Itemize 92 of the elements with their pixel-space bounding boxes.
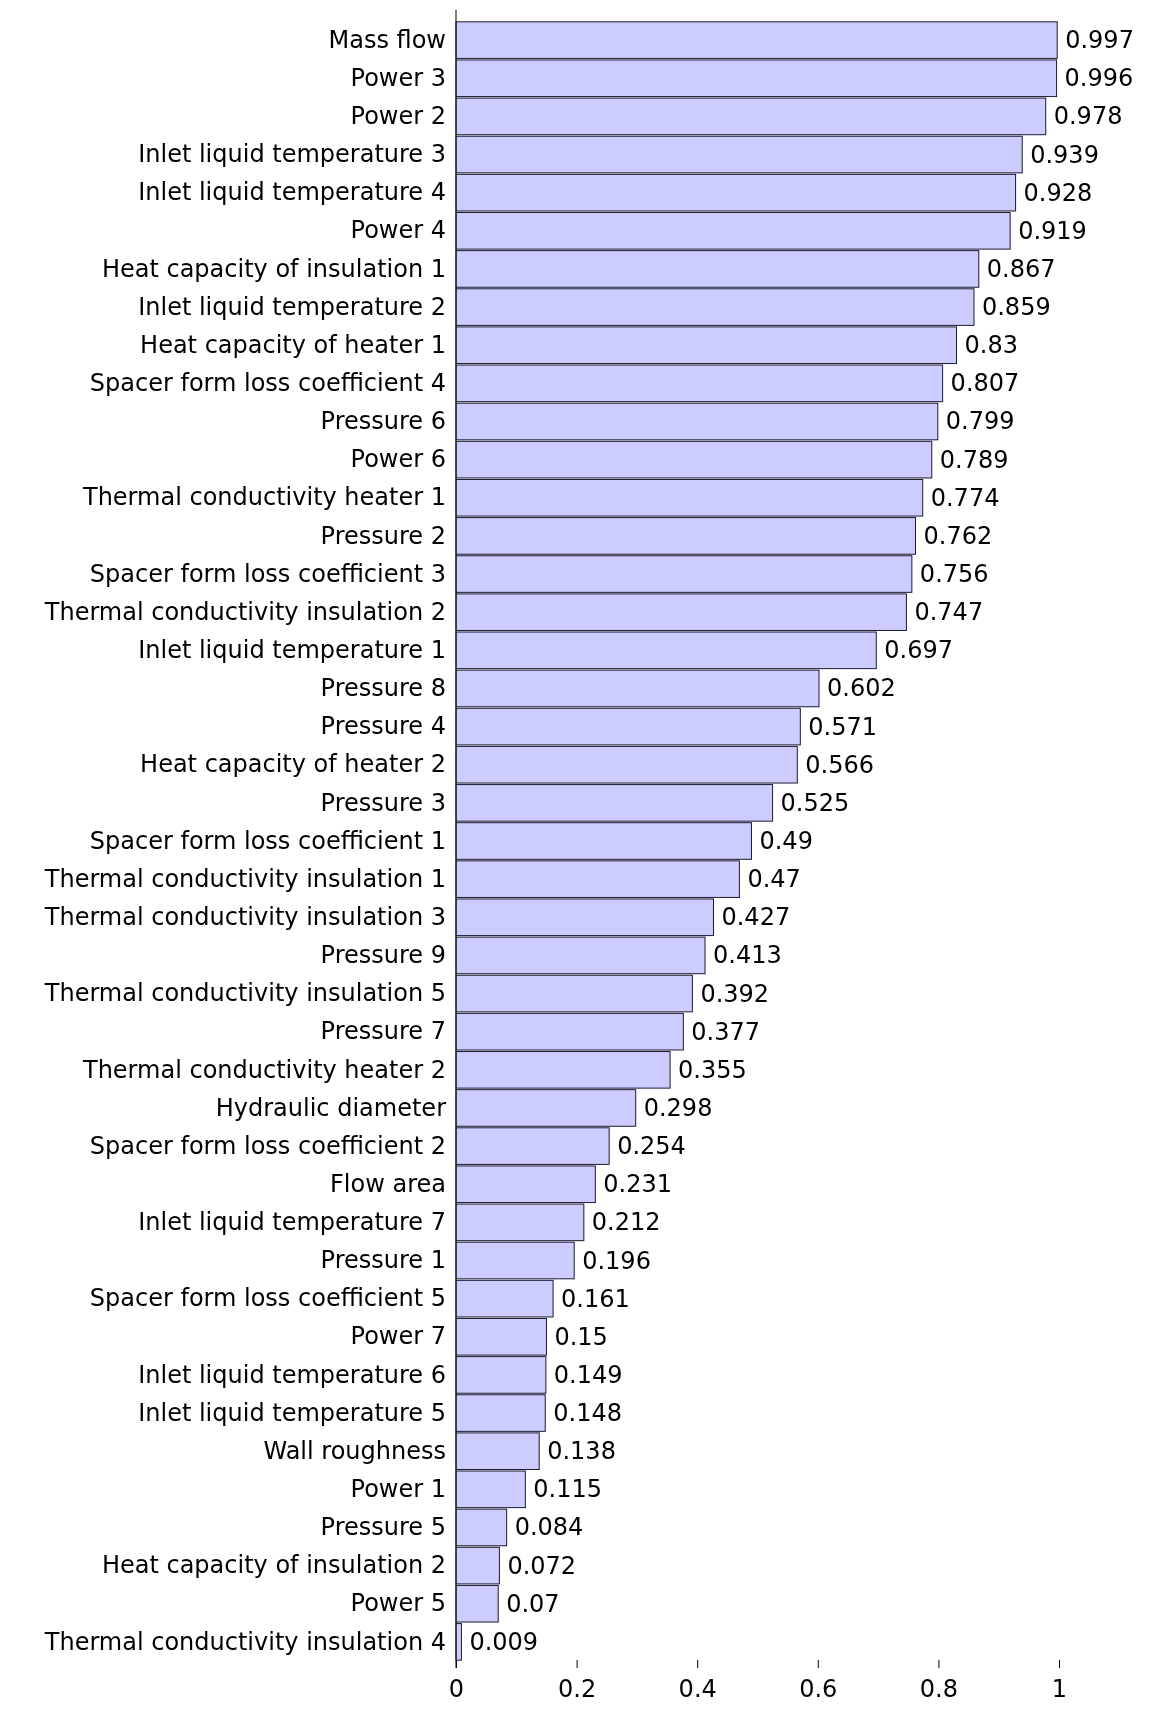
- data-label: 0.392: [700, 979, 770, 1008]
- y-tick-label: Inlet liquid temperature 2: [138, 292, 446, 321]
- data-label: 0.83: [964, 331, 1018, 360]
- y-tick-label: Pressure 9: [320, 941, 446, 970]
- data-label: 0.231: [603, 1170, 673, 1199]
- x-tick-label: 0.8: [919, 1675, 958, 1704]
- data-label: 0.928: [1023, 178, 1093, 207]
- y-tick-label: Thermal conductivity insulation 2: [43, 597, 446, 626]
- data-label: 0.919: [1018, 216, 1087, 245]
- data-label: 0.525: [780, 788, 850, 817]
- data-label: 0.254: [617, 1132, 686, 1161]
- data-label: 0.799: [945, 407, 1015, 436]
- y-tick-label: Heat capacity of heater 2: [140, 750, 446, 779]
- y-tick-label: Spacer form loss coefficient 5: [89, 1284, 446, 1313]
- data-label: 0.566: [805, 750, 875, 779]
- x-tick-label: 1: [1051, 1675, 1068, 1704]
- y-tick-label: Flow area: [330, 1169, 446, 1198]
- y-tick-label: Inlet liquid temperature 1: [138, 635, 446, 664]
- y-tick-label: Pressure 2: [320, 521, 446, 550]
- data-label: 0.115: [533, 1475, 603, 1504]
- y-tick-label: Inlet liquid temperature 3: [138, 140, 446, 169]
- y-tick-label: Power 7: [350, 1322, 446, 1351]
- y-tick-label: Thermal conductivity heater 1: [81, 483, 446, 512]
- y-tick-label: Spacer form loss coefficient 1: [89, 826, 446, 855]
- y-tick-label: Spacer form loss coefficient 2: [89, 1131, 446, 1160]
- y-tick-label: Power 3: [350, 63, 446, 92]
- y-tick-label: Wall roughness: [263, 1436, 446, 1465]
- data-label: 0.939: [1030, 140, 1099, 169]
- data-label: 0.756: [919, 560, 989, 589]
- y-tick-label: Inlet liquid temperature 5: [138, 1398, 446, 1427]
- data-label: 0.978: [1053, 102, 1123, 131]
- data-label: 0.148: [553, 1399, 622, 1428]
- y-tick-label: Inlet liquid temperature 4: [138, 178, 446, 207]
- y-tick-label: Pressure 3: [320, 788, 446, 817]
- y-tick-label: Thermal conductivity insulation 3: [43, 902, 446, 931]
- data-label: 0.602: [827, 674, 896, 703]
- data-label: 0.571: [808, 712, 878, 741]
- data-label: 0.747: [914, 598, 984, 627]
- x-tick-label: 0.2: [558, 1675, 597, 1704]
- data-label: 0.355: [678, 1055, 747, 1084]
- data-label: 0.084: [514, 1513, 584, 1542]
- y-tick-label: Spacer form loss coefficient 4: [89, 369, 446, 398]
- y-tick-label: Inlet liquid temperature 6: [138, 1360, 446, 1389]
- y-tick-label: Spacer form loss coefficient 3: [89, 559, 446, 588]
- data-label: 0.072: [507, 1551, 577, 1580]
- data-label: 0.212: [591, 1208, 661, 1237]
- y-tick-label: Power 2: [350, 102, 446, 131]
- data-label: 0.07: [506, 1589, 560, 1618]
- data-label: 0.807: [950, 369, 1020, 398]
- data-label: 0.427: [721, 903, 791, 932]
- data-label: 0.196: [582, 1246, 651, 1275]
- data-label: 0.413: [713, 941, 782, 970]
- x-tick-label: 0.4: [678, 1675, 717, 1704]
- y-tick-label: Pressure 5: [320, 1513, 446, 1542]
- data-label: 0.774: [930, 483, 1000, 512]
- data-label: 0.298: [643, 1093, 713, 1122]
- data-label: 0.377: [691, 1017, 761, 1046]
- y-tick-label: Pressure 7: [320, 1017, 446, 1046]
- data-label: 0.149: [553, 1360, 623, 1389]
- data-label: 0.996: [1064, 64, 1134, 93]
- y-tick-label: Heat capacity of insulation 1: [101, 254, 446, 283]
- y-tick-label: Power 5: [350, 1589, 446, 1618]
- y-tick-label: Thermal conductivity insulation 5: [43, 979, 446, 1008]
- data-label: 0.867: [986, 254, 1056, 283]
- x-tick-label: 0: [448, 1675, 465, 1704]
- y-tick-label: Power 6: [350, 445, 446, 474]
- data-label: 0.762: [923, 521, 993, 550]
- y-tick-label: Thermal conductivity insulation 1: [43, 864, 446, 893]
- data-label: 0.47: [747, 865, 801, 894]
- y-tick-label: Pressure 4: [320, 712, 446, 741]
- data-label: 0.859: [981, 293, 1051, 322]
- y-tick-label: Pressure 6: [320, 407, 446, 436]
- data-label: 0.789: [939, 445, 1009, 474]
- y-tick-label: Pressure 8: [320, 674, 446, 703]
- data-label: 0.161: [561, 1284, 630, 1313]
- y-tick-label: Thermal conductivity insulation 4: [43, 1627, 446, 1656]
- data-label: 0.697: [884, 636, 954, 665]
- data-label: 0.15: [554, 1322, 608, 1351]
- y-tick-label: Inlet liquid temperature 7: [138, 1208, 446, 1237]
- y-tick-label: Hydraulic diameter: [215, 1093, 447, 1122]
- data-label: 0.138: [547, 1437, 616, 1466]
- y-tick-label: Pressure 1: [320, 1246, 446, 1275]
- y-tick-label: Mass flow: [328, 25, 446, 54]
- y-tick-label: Power 1: [350, 1475, 446, 1504]
- data-label: 0.997: [1065, 26, 1134, 55]
- y-tick-label: Heat capacity of insulation 2: [101, 1551, 446, 1580]
- data-label: 0.49: [759, 827, 813, 855]
- y-tick-label: Heat capacity of heater 1: [140, 330, 446, 359]
- x-tick-label: 0.6: [799, 1675, 838, 1704]
- y-tick-label: Thermal conductivity heater 2: [81, 1055, 446, 1084]
- data-label: 0.009: [469, 1627, 539, 1656]
- y-tick-label: Power 4: [350, 216, 446, 245]
